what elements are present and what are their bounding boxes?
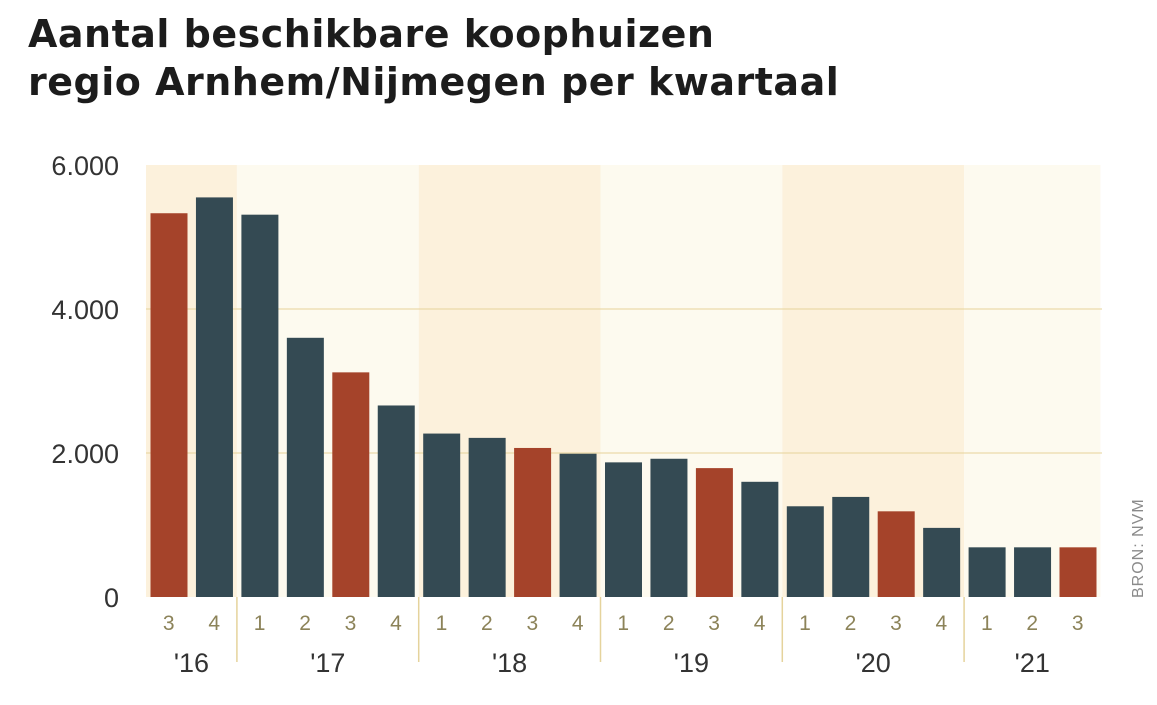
bar <box>650 458 688 597</box>
quarter-label: 1 <box>981 612 993 635</box>
chart-title-line-1: Aantal beschikbare koophuizen <box>28 12 715 56</box>
quarter-label: 4 <box>936 612 948 635</box>
year-label: '19 <box>674 648 709 678</box>
quarter-label: 2 <box>663 612 675 635</box>
y-tick-label: 2.000 <box>51 439 119 469</box>
year-label: '18 <box>492 648 527 678</box>
source-note: BRON: NVM <box>1130 498 1147 598</box>
quarter-label: 1 <box>436 612 448 635</box>
quarter-label: 2 <box>299 612 311 635</box>
bar <box>195 197 233 597</box>
quarter-label: 4 <box>754 612 766 635</box>
y-tick-label: 6.000 <box>51 151 119 181</box>
bar <box>1014 547 1052 597</box>
bar <box>695 468 733 597</box>
bar <box>741 481 779 597</box>
bar <box>786 506 824 597</box>
bar <box>514 447 552 597</box>
year-label: '17 <box>310 648 345 678</box>
bar <box>1059 547 1097 597</box>
year-label: '16 <box>174 648 209 678</box>
year-label: '20 <box>856 648 891 678</box>
bar <box>559 453 597 597</box>
bar <box>605 462 642 597</box>
bar <box>377 405 415 597</box>
quarter-label: 3 <box>1072 612 1084 635</box>
quarter-label: 2 <box>845 612 857 635</box>
bar <box>832 496 870 597</box>
quarter-label: 3 <box>890 612 902 635</box>
year-band <box>964 165 1101 597</box>
quarter-label: 3 <box>163 612 175 635</box>
quarter-label: 2 <box>1026 612 1038 635</box>
quarter-label: 2 <box>481 612 493 635</box>
y-tick-label: 4.000 <box>51 295 119 325</box>
y-axis-ticks: 0 2.000 4.000 6.000 <box>51 151 119 613</box>
quarter-label: 1 <box>617 612 629 635</box>
quarter-label: 4 <box>208 612 220 635</box>
bars <box>150 197 1097 598</box>
bar <box>150 213 188 598</box>
year-label: '21 <box>1015 648 1050 678</box>
bar <box>468 437 506 597</box>
chart-title: Aantal beschikbare koophuizen regio Arnh… <box>28 10 839 106</box>
quarter-label: 4 <box>572 612 584 635</box>
bar <box>286 337 324 597</box>
chart-title-line-2: regio Arnhem/Nijmegen per kwartaal <box>28 60 840 104</box>
quarter-label: 1 <box>799 612 811 635</box>
bar <box>423 433 461 597</box>
x-axis-labels: 3 4 '16 1 2 3 4 '17 1 2 3 4 '18 1 2 3 4 '19 1 2 3 4 '20 1 2 3 '21 <box>163 597 1084 678</box>
quarter-label: 4 <box>390 612 402 635</box>
quarter-label: 3 <box>345 612 357 635</box>
bar <box>923 527 961 597</box>
bar <box>968 547 1006 597</box>
bar <box>332 372 370 597</box>
quarter-label: 3 <box>708 612 720 635</box>
quarter-label: 1 <box>254 612 266 635</box>
bar <box>877 511 915 597</box>
bar <box>241 214 279 597</box>
y-tick-label: 0 <box>104 583 119 613</box>
quarter-label: 3 <box>526 612 538 635</box>
